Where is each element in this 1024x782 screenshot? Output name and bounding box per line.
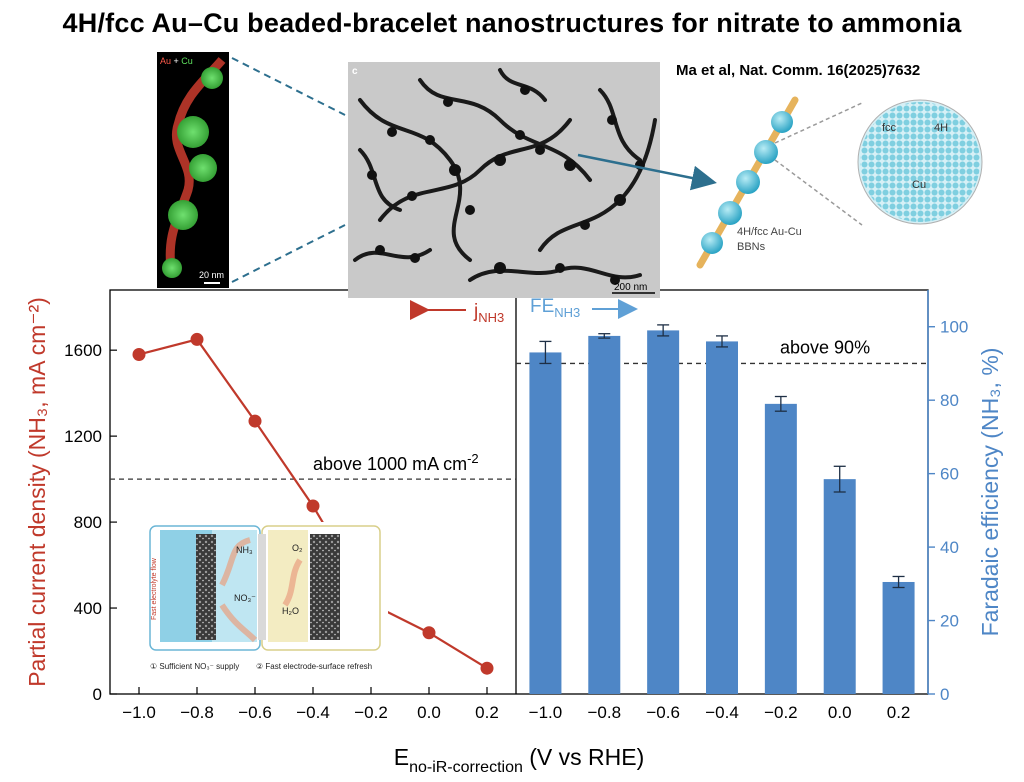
eds-map-image: Au + Cu 20 nm [157, 52, 229, 288]
cell-caption-1: ① Sufficient NO₃⁻ supply [150, 662, 239, 671]
left-y-ticks: 0 400 800 1200 1600 [64, 341, 117, 704]
jnh3-legend: jNH3 [410, 300, 504, 325]
right-y-axis-label: Faradaic efficiency (NH₃, %) [977, 348, 1003, 637]
cell-nh3-label: NH₃ [236, 545, 253, 555]
current-density-point [248, 414, 262, 428]
right-y-tick-label: 100 [940, 318, 968, 337]
fenh3-legend: FENH3 [530, 296, 638, 320]
fe-bars [529, 324, 915, 694]
citation: Ma et al, Nat. Comm. 16(2025)7632 [676, 62, 921, 79]
fe-bar [882, 581, 915, 694]
zoom-line-top [231, 57, 346, 116]
zoom-line-bottom [231, 224, 346, 283]
right-reference-line: above 90% [516, 337, 928, 365]
fe-bar [647, 330, 680, 694]
left-y-tick-label: 1200 [64, 427, 102, 446]
bbn-label-line2: BBNs [737, 241, 766, 253]
right-x-tick-label: −0.4 [705, 703, 739, 722]
eds-legend: Au + Cu [160, 56, 193, 66]
fe-bar [706, 341, 738, 694]
tem-image: c 200 nm [348, 62, 660, 298]
left-reference-label: above 1000 mA cm-2 [313, 451, 479, 474]
left-x-tick-label: −0.2 [354, 703, 388, 722]
right-x-tick-label: 0.2 [887, 703, 911, 722]
zoom-fcc-label: fcc [882, 122, 897, 134]
left-y-tick-label: 800 [74, 513, 102, 532]
left-x-tick-label: −0.4 [296, 703, 330, 722]
chart-area: 0 400 800 1200 1600 0 20 40 60 80 100 −1.0 −0.8 −0.… [64, 289, 968, 722]
page-title: 4H/fcc Au–Cu beaded-bracelet nanostructu… [62, 8, 962, 38]
current-density-point [422, 626, 436, 640]
cell-h2o-label: H₂O [282, 606, 299, 616]
bbn-label-line1: 4H/fcc Au-Cu [737, 226, 802, 238]
jnh3-label: jNH3 [473, 301, 504, 325]
fe-bar [764, 403, 797, 694]
fe-bar [529, 352, 562, 694]
tem-panel-letter: c [352, 66, 358, 77]
cell-caption-2: ② Fast electrode-surface refresh [256, 662, 372, 671]
right-x-tick-label: −0.2 [764, 703, 798, 722]
cell-no3-label: NO₃⁻ [234, 593, 256, 603]
cell-o2-label: O₂ [292, 543, 303, 553]
right-reference-label: above 90% [780, 337, 870, 357]
tem-to-schematic-arrow [577, 153, 717, 191]
zoom-cu-label: Cu [912, 179, 926, 191]
bbn-schematic: 4H/fcc Au-Cu BBNs fcc 4H Cu [696, 96, 983, 269]
fenh3-label: FENH3 [530, 296, 580, 320]
left-y-tick-label: 400 [74, 599, 102, 618]
left-x-tick-label: 0.0 [417, 703, 441, 722]
right-y-ticks: 0 20 40 60 80 100 [928, 318, 968, 704]
right-x-tick-label: −0.6 [646, 703, 680, 722]
current-density-point [306, 499, 320, 513]
flow-cell-inset: NH₃ O₂ NO₃⁻ H₂O Fast electrolyte flow ① … [145, 522, 388, 682]
right-x-tick-label: −1.0 [529, 703, 563, 722]
fe-bar [823, 479, 856, 694]
right-y-tick-label: 60 [940, 465, 959, 484]
tem-scale-label: 200 nm [614, 282, 647, 293]
fe-bar [588, 335, 621, 694]
left-x-tick-label: −0.6 [238, 703, 272, 722]
x-axis-label: Eno-iR-correction (V vs RHE) [394, 744, 645, 776]
zoom-4h-label: 4H [934, 122, 948, 134]
right-x-tick-label: −0.8 [588, 703, 622, 722]
left-y-tick-label: 1600 [64, 341, 102, 360]
left-x-ticks: −1.0 −0.8 −0.6 −0.4 −0.2 0.0 0.2 [122, 687, 499, 722]
eds-scale-label: 20 nm [199, 270, 224, 280]
right-y-tick-label: 40 [940, 538, 959, 557]
right-x-ticks: −1.0 −0.8 −0.6 −0.4 −0.2 0.0 0.2 [529, 687, 911, 722]
left-x-tick-label: −0.8 [180, 703, 214, 722]
right-y-tick-label: 0 [940, 685, 949, 704]
left-y-tick-label: 0 [93, 685, 102, 704]
current-density-point [480, 661, 494, 675]
right-y-tick-label: 80 [940, 391, 959, 410]
cell-side-label: Fast electrolyte flow [151, 557, 158, 620]
current-density-point [132, 347, 146, 361]
left-x-tick-label: 0.2 [475, 703, 499, 722]
left-y-axis-label: Partial current density (NH₃, mA cm⁻²) [24, 297, 50, 687]
left-reference-line: above 1000 mA cm-2 [110, 451, 516, 480]
right-y-tick-label: 20 [940, 612, 959, 631]
right-x-tick-label: 0.0 [828, 703, 852, 722]
left-x-tick-label: −1.0 [122, 703, 156, 722]
current-density-point [190, 332, 204, 346]
